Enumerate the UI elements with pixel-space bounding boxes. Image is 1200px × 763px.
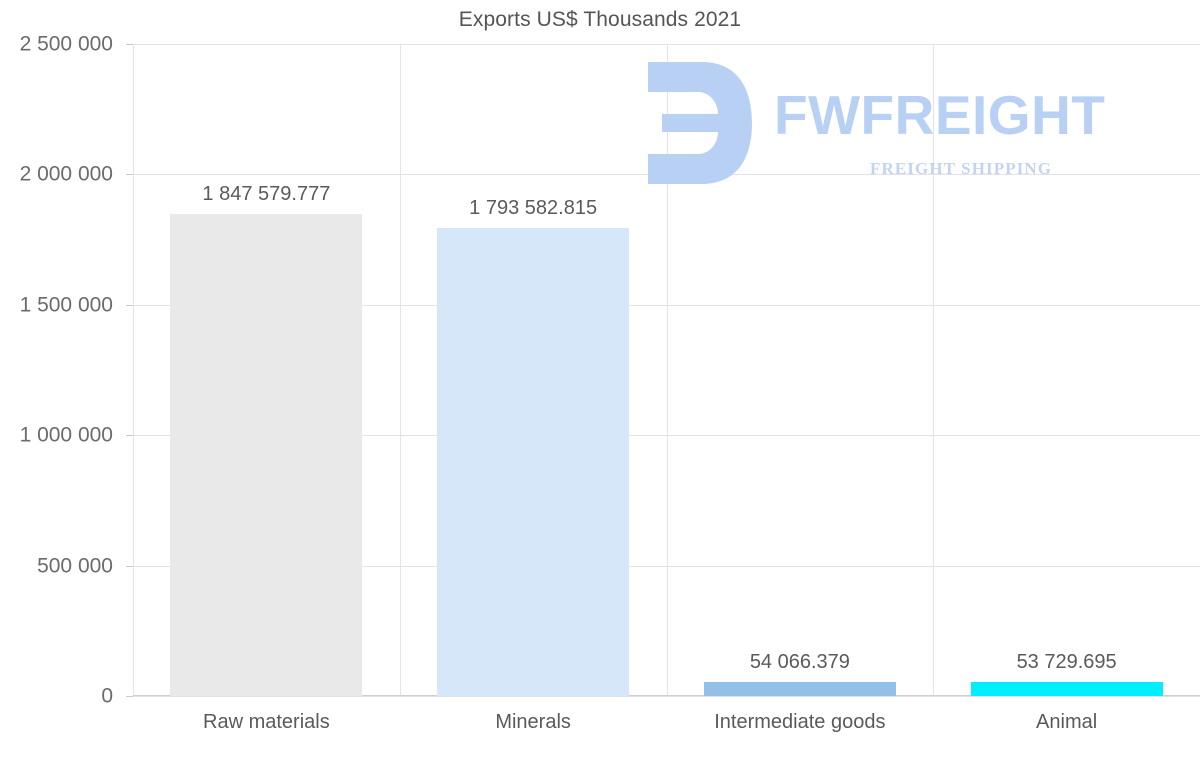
bar-value-label: 54 066.379 [749, 650, 850, 673]
y-axis-tick-mark [126, 174, 133, 176]
bar-value-label: 1 793 582.815 [469, 197, 598, 220]
chart-title: Exports US$ Thousands 2021 [458, 8, 742, 31]
y-axis-tick-label: 2 000 000 [19, 162, 113, 186]
bar-intermediate-goods[interactable] [703, 681, 896, 696]
gridline-horizontal [133, 565, 1200, 567]
y-axis-line [133, 44, 134, 696]
y-axis-tick-label: 1 000 000 [19, 423, 113, 447]
gridline-horizontal [133, 304, 1200, 306]
y-axis-tick-mark [126, 565, 133, 567]
x-axis-tick-label: Animal [1036, 711, 1098, 733]
plot-area [133, 44, 1200, 697]
y-axis-tick-label: 1 500 000 [19, 293, 113, 317]
gridline-vertical [667, 44, 668, 696]
bar-animal[interactable] [970, 682, 1163, 696]
y-axis-tick-label: 2 500 000 [19, 32, 113, 56]
gridline-horizontal [133, 435, 1200, 437]
y-axis-tick-mark [126, 696, 133, 697]
x-axis-tick-label: Minerals [495, 711, 571, 733]
y-axis-tick-label: 500 000 [37, 554, 113, 578]
y-axis-tick-mark [126, 435, 133, 437]
gridline-vertical [933, 44, 934, 696]
x-axis-baseline [133, 695, 1200, 696]
x-axis-tick-label: Raw materials [203, 711, 330, 733]
bar-raw-materials[interactable] [170, 214, 363, 696]
y-axis-tick-label: 0 [101, 684, 113, 708]
gridline-vertical [400, 44, 401, 696]
bar-minerals[interactable] [437, 228, 630, 696]
y-axis-tick-mark [126, 304, 133, 306]
bar-value-label: 1 847 579.777 [202, 183, 331, 206]
gridline-horizontal [133, 44, 1200, 45]
y-axis-tick-mark [126, 44, 133, 45]
gridline-horizontal [133, 696, 1200, 697]
bar-value-label: 53 729.695 [1016, 650, 1117, 673]
x-axis-tick-label: Intermediate goods [714, 711, 886, 733]
